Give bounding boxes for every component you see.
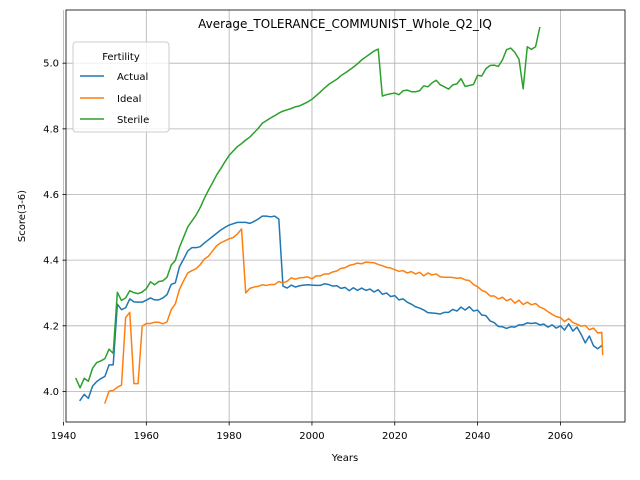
x-tick-label: 2020 (382, 431, 407, 442)
legend-title: Fertility (102, 52, 140, 63)
y-tick-label: 5.0 (43, 59, 59, 70)
legend-label-sterile: Sterile (117, 115, 149, 126)
x-tick-label: 1960 (134, 431, 159, 442)
x-axis-label: Years (331, 453, 358, 464)
plot-frame (65, 9, 626, 423)
x-axis-ticks: 1940 1960 1980 2000 2020 2040 2060 (51, 422, 573, 442)
y-tick-label: 4.0 (43, 387, 59, 398)
grid (63, 10, 625, 422)
series-line-ideal (103, 228, 604, 404)
y-tick-label: 4.4 (43, 256, 59, 267)
y-tick-label: 4.6 (43, 190, 59, 201)
x-tick-label: 2060 (548, 431, 573, 442)
legend-label-actual: Actual (117, 72, 148, 83)
x-tick-label: 2000 (299, 431, 324, 442)
y-axis-label: Score(3-6) (17, 190, 28, 242)
x-tick-label: 1980 (216, 431, 241, 442)
series-line-sterile (74, 26, 541, 389)
chart-title: Average_TOLERANCE_COMMUNIST_Whole_Q2_IQ (198, 17, 492, 31)
x-tick-label: 2040 (465, 431, 490, 442)
legend-label-ideal: Ideal (117, 94, 141, 105)
series-line-actual (79, 215, 603, 402)
legend: Fertility Actual Ideal Sterile (72, 41, 170, 133)
y-axis-ticks: 4.0 4.2 4.4 4.6 4.8 5.0 (43, 59, 66, 398)
legend-box (72, 41, 170, 133)
y-tick-label: 4.8 (43, 124, 59, 135)
x-tick-label: 1940 (51, 431, 76, 442)
y-tick-label: 4.2 (43, 321, 59, 332)
series-lines (74, 26, 604, 404)
